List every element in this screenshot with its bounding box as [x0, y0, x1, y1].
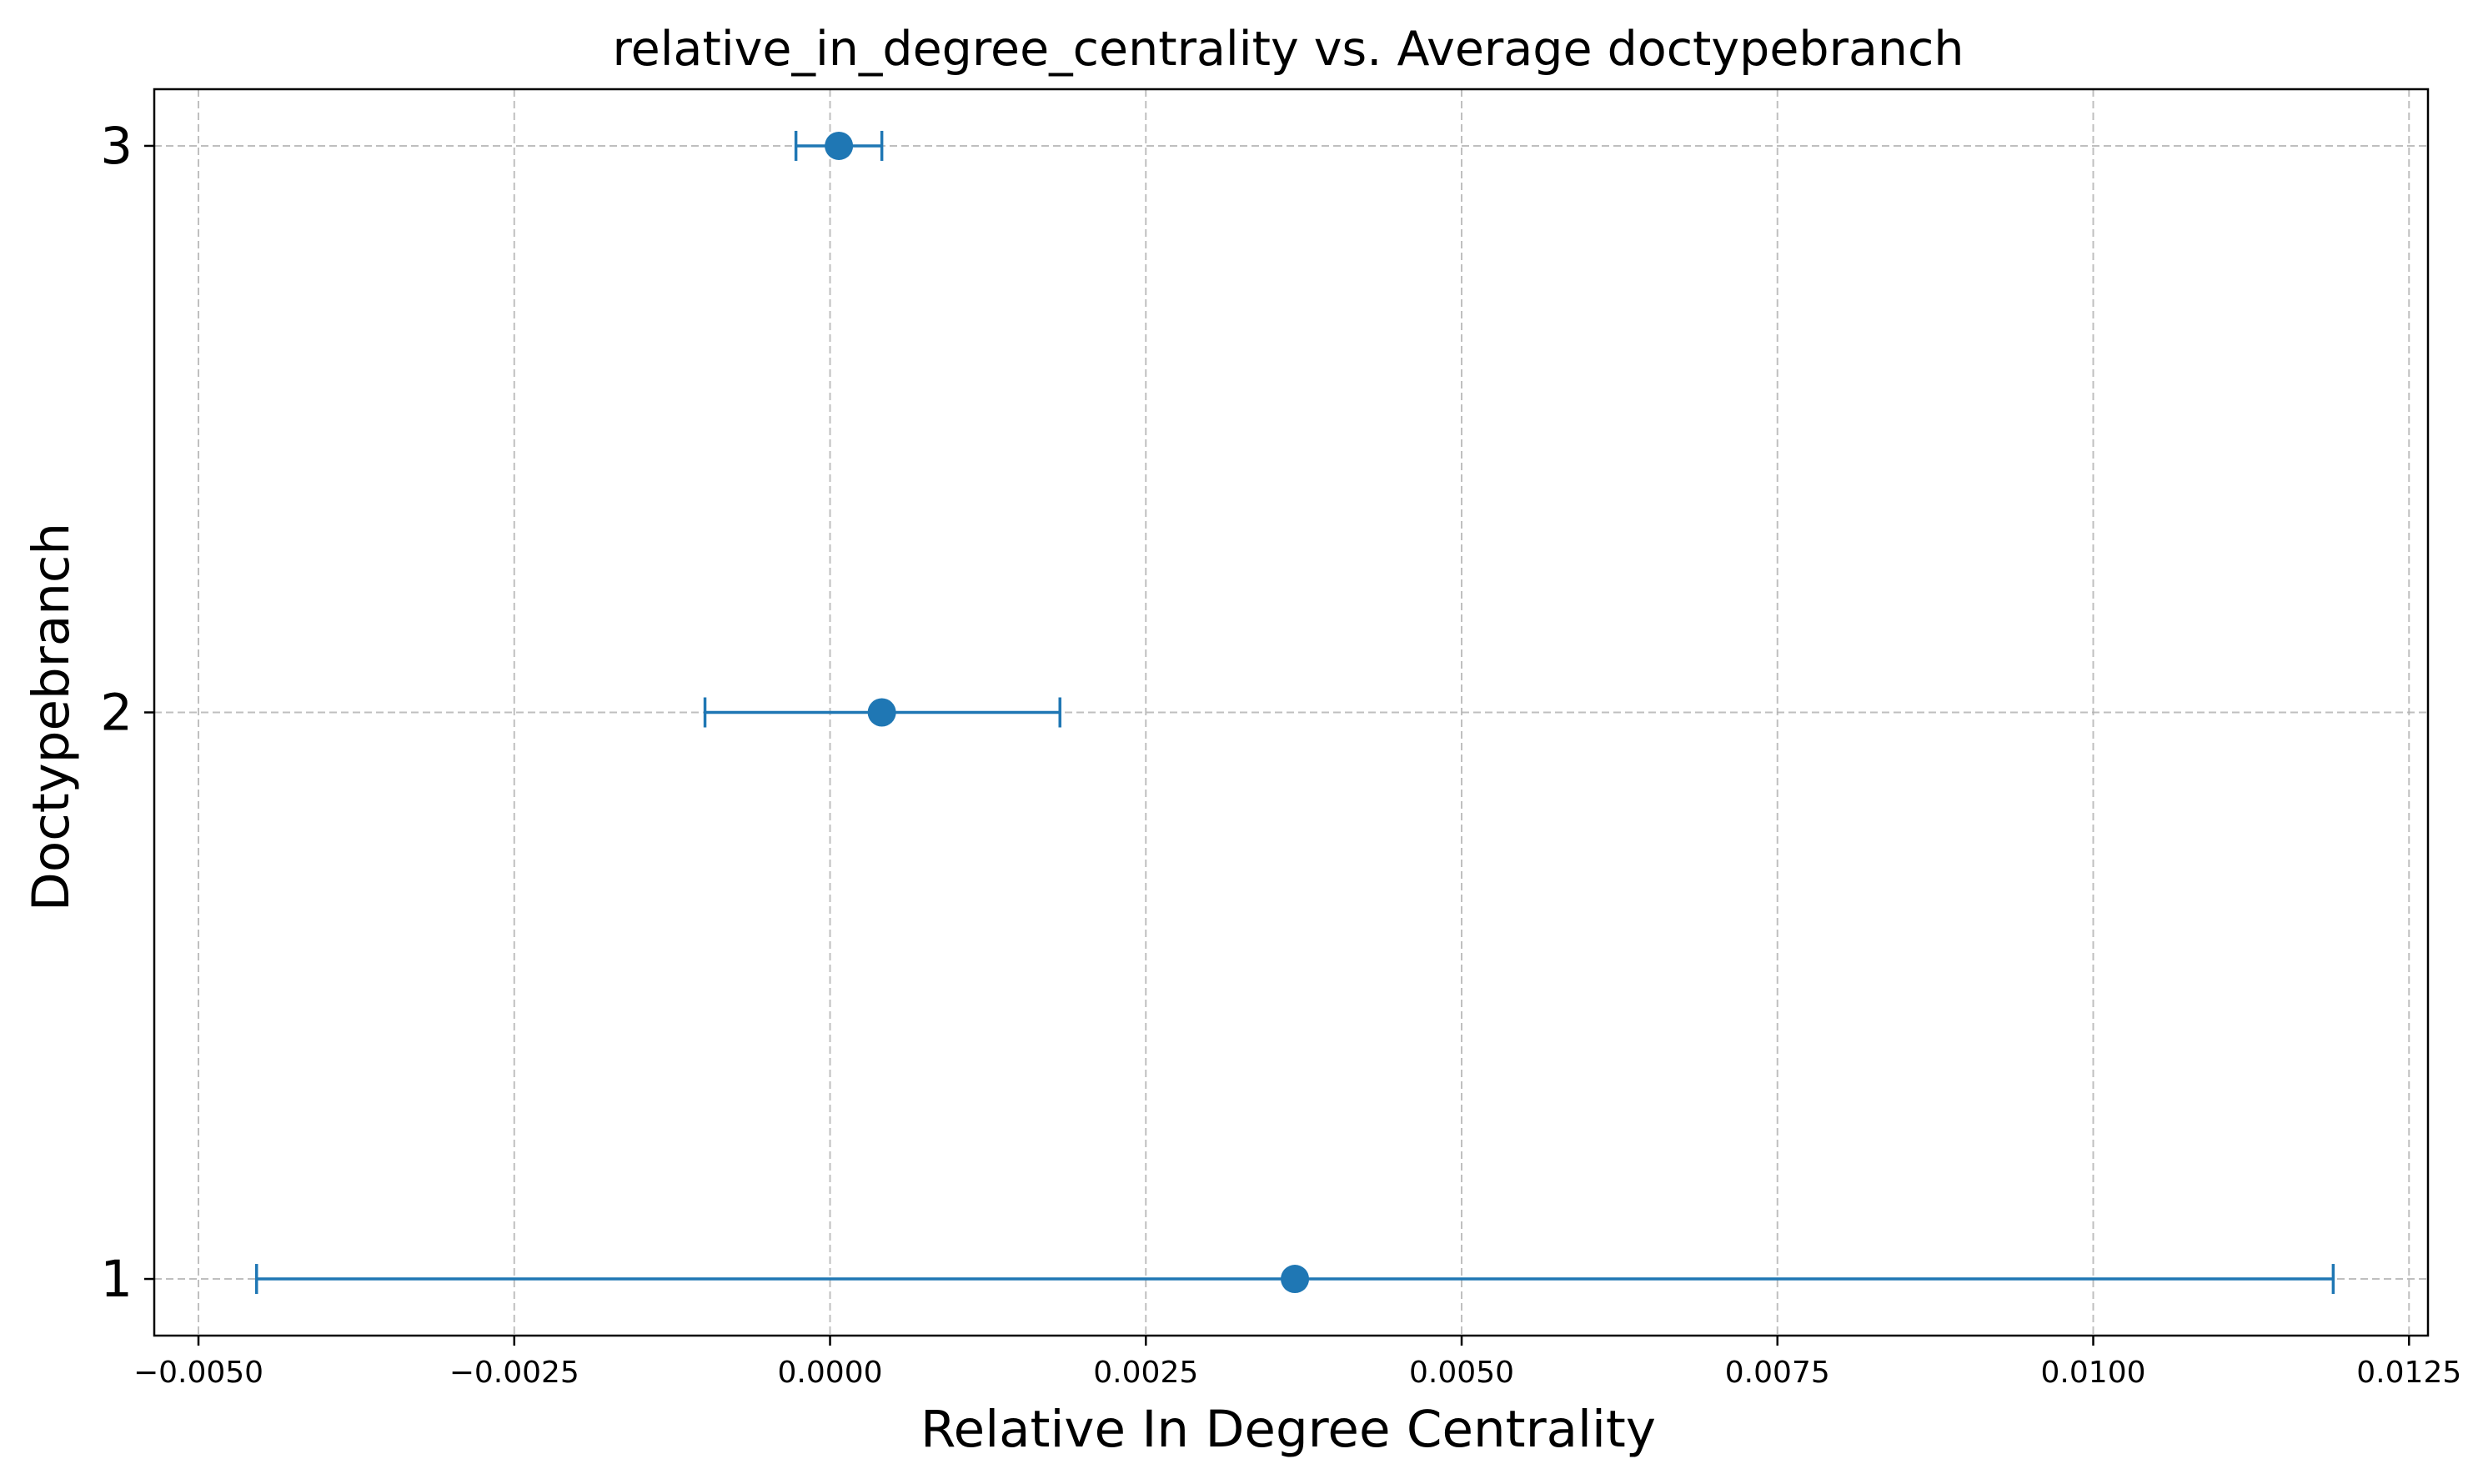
x-tick-label: −0.0050 — [133, 1356, 263, 1390]
x-tick-label: 0.0100 — [2041, 1356, 2146, 1390]
x-tick-label: 0.0125 — [2356, 1356, 2461, 1390]
x-tick-label: −0.0025 — [449, 1356, 579, 1390]
data-point — [867, 698, 896, 727]
y-axis-label: Doctypebranch — [22, 523, 81, 911]
x-tick-label: 0.0075 — [1725, 1356, 1830, 1390]
axis-ticks: −0.0050 −0.0025 0.0000 0.0025 0.0050 0.0075 0.… — [100, 117, 2461, 1390]
x-tick-label: 0.0025 — [1093, 1356, 1198, 1390]
y-tick-label: 1 — [100, 1250, 133, 1309]
y-tick-label: 2 — [100, 684, 133, 743]
chart-title: relative_in_degree_centrality vs. Averag… — [612, 22, 1964, 77]
x-tick-label: 0.0050 — [1409, 1356, 1514, 1390]
data-marks — [254, 130, 2335, 1295]
x-axis-label: Relative In Degree Centrality — [920, 1400, 1656, 1459]
data-point — [1281, 1265, 1310, 1294]
data-point — [825, 131, 854, 160]
y-tick-label: 3 — [100, 117, 133, 176]
x-tick-label: 0.0000 — [778, 1356, 883, 1390]
